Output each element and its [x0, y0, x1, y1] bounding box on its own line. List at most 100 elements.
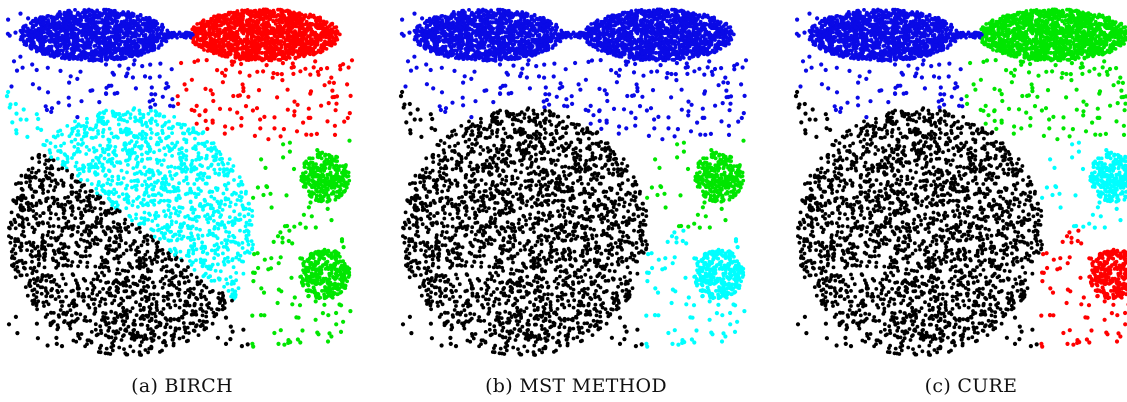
sparse-point [223, 67, 228, 72]
bridge-point [167, 30, 171, 35]
sparse-point [290, 241, 295, 246]
disk-point [62, 152, 67, 157]
disk-point [120, 192, 125, 197]
sparse-point [278, 328, 283, 333]
disk-point [155, 324, 160, 329]
disk-point [238, 228, 242, 233]
disk-point [155, 122, 160, 127]
sparse-point [262, 114, 267, 119]
disk-point [47, 148, 52, 153]
sparse-point [117, 63, 122, 68]
dense-point [210, 16, 215, 21]
disk-point [181, 131, 185, 136]
dense-point [283, 46, 288, 51]
disk-point [151, 280, 155, 285]
dense-point [143, 32, 148, 37]
disk-point [161, 158, 166, 163]
disk-point [226, 181, 231, 186]
dense-point [42, 20, 46, 25]
dense-point [112, 44, 116, 48]
dense-point [107, 37, 111, 41]
dense-point [125, 25, 129, 29]
disk-point [214, 155, 219, 160]
disk-point [108, 286, 112, 290]
disk-point [189, 244, 193, 249]
disk-point [133, 239, 137, 244]
disk-point [189, 231, 194, 236]
disk-point [153, 314, 158, 319]
disk-point [204, 314, 209, 319]
disk-point [140, 123, 145, 127]
disk-point [49, 243, 54, 248]
disk-point [163, 152, 168, 157]
disk-point [181, 335, 186, 340]
disk-point [87, 169, 92, 173]
disk-point [106, 192, 111, 197]
disk-point [152, 334, 157, 338]
dense-point [114, 34, 119, 39]
dense-point [67, 42, 72, 47]
disk-point [109, 206, 114, 211]
sparse-point [303, 225, 308, 230]
dense-point [203, 32, 208, 37]
disk-point [80, 254, 85, 259]
sparse-point [163, 86, 168, 91]
sparse-point [125, 71, 130, 76]
dense-point [222, 33, 227, 38]
dense-point [81, 28, 85, 32]
disk-point [187, 254, 191, 258]
sparse-point [252, 252, 257, 257]
dense-point [111, 55, 115, 60]
disk-point [120, 268, 125, 273]
disk-point [110, 178, 115, 183]
sparse-point [282, 342, 287, 347]
sparse-point [292, 113, 297, 118]
dense-point [134, 28, 139, 33]
disk-point [90, 209, 95, 214]
dense-point [96, 29, 101, 34]
dense-point [270, 26, 275, 31]
disk-point [168, 318, 173, 323]
disk-point [179, 205, 183, 210]
dense-point [255, 43, 259, 47]
disk-point [79, 332, 84, 336]
dense-point [132, 52, 137, 57]
disk-point [206, 266, 211, 271]
disk-point [104, 280, 108, 285]
disk-point [172, 283, 177, 288]
disk-point [177, 280, 181, 284]
disk-point [152, 150, 156, 155]
dense-point [154, 39, 159, 44]
disk-point [199, 302, 204, 307]
disk-point [137, 108, 142, 113]
disk-point [178, 249, 183, 254]
disk-point [130, 218, 134, 223]
disk-point [103, 265, 108, 269]
sparse-point [66, 95, 71, 100]
sparse-point [259, 286, 264, 291]
dense-point [218, 27, 222, 32]
disk-point [161, 307, 166, 311]
sparse-point [14, 68, 20, 73]
disk-point [11, 247, 16, 252]
sparse-point [217, 106, 223, 111]
disk-point [208, 274, 213, 279]
dense-point [142, 51, 147, 55]
dense-point [103, 54, 108, 58]
dense-point [20, 37, 25, 41]
disk-point [115, 222, 120, 226]
dense-point [71, 19, 76, 24]
sparse-point [6, 89, 11, 95]
dense-point [330, 35, 335, 39]
disk-point [225, 281, 230, 286]
sparse-point [292, 99, 297, 104]
sparse-point [292, 295, 297, 300]
disk-point [162, 146, 167, 151]
disk-point [103, 351, 108, 356]
disk-point [236, 286, 241, 291]
disk-point [163, 231, 168, 236]
dense-point [149, 27, 154, 32]
dense-point [64, 38, 69, 43]
sparse-point [287, 140, 292, 145]
disk-point [48, 183, 53, 188]
